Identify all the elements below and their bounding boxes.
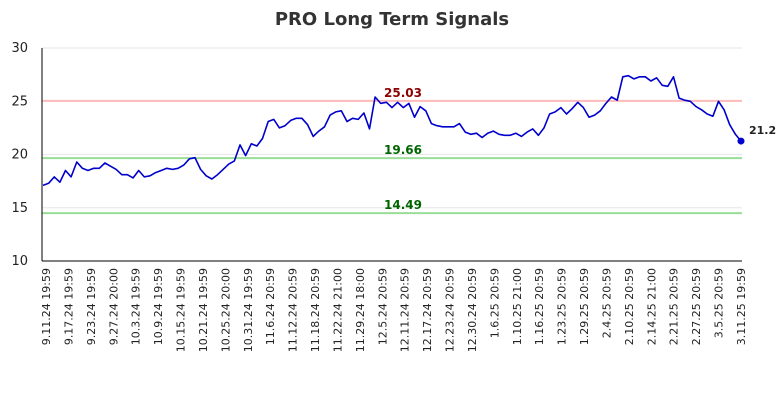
reference-lines bbox=[42, 99, 742, 215]
y-tick-label: 10 bbox=[11, 254, 28, 269]
x-tick-label: 1.6.25 20:59 bbox=[488, 268, 501, 338]
labels: 25.03 19.66 14.49 21.2 bbox=[384, 86, 776, 212]
x-tick-label: 1.10.25 21:00 bbox=[511, 268, 524, 345]
last-value-point bbox=[737, 137, 745, 145]
x-tick-label: 9.17.24 19:59 bbox=[62, 268, 75, 345]
chart-title: PRO Long Term Signals bbox=[275, 9, 509, 30]
x-tick-label: 1.29.25 20:59 bbox=[578, 268, 591, 345]
x-tick-label: 11.18.24 20:59 bbox=[309, 268, 322, 352]
x-tick-label: 1.16.25 20:59 bbox=[533, 268, 546, 345]
x-tick-label: 2.27.25 20:59 bbox=[690, 268, 703, 345]
grid-lines bbox=[42, 47, 742, 209]
reference-line-label: 19.66 bbox=[384, 143, 422, 157]
x-tick-label: 3.5.25 20:59 bbox=[713, 268, 726, 338]
y-tick-label: 15 bbox=[11, 201, 28, 216]
x-tick-label: 9.27.24 20:00 bbox=[107, 268, 120, 345]
reference-line-label: 14.49 bbox=[384, 198, 422, 212]
x-tick-label: 2.4.25 20:59 bbox=[600, 268, 613, 338]
x-tick-label: 10.9.24 19:59 bbox=[152, 268, 165, 345]
x-tick-label: 2.14.25 21:00 bbox=[645, 268, 658, 345]
x-tick-label: 10.31.24 19:59 bbox=[242, 268, 255, 352]
x-tick-label: 12.17.24 20:59 bbox=[421, 268, 434, 352]
x-tick-label: 1.23.25 20:59 bbox=[556, 268, 569, 345]
x-tick-label: 12.5.24 20:59 bbox=[376, 268, 389, 345]
x-tick-label: 2.10.25 20:59 bbox=[623, 268, 636, 345]
x-tick-label: 3.11.25 19:59 bbox=[735, 268, 748, 345]
x-tick-label: 10.21.24 19:59 bbox=[197, 268, 210, 352]
x-tick-label: 11.6.24 20:59 bbox=[264, 268, 277, 345]
x-tick-label: 10.25.24 20:00 bbox=[219, 268, 232, 352]
x-tick-label: 11.29.24 18:00 bbox=[354, 268, 367, 352]
series-line bbox=[42, 74, 742, 187]
y-tick-label: 20 bbox=[11, 148, 28, 163]
series bbox=[42, 74, 745, 187]
reference-line-label: 25.03 bbox=[384, 86, 422, 100]
x-tick-label: 10.15.24 19:59 bbox=[175, 268, 188, 352]
x-tick-label: 11.12.24 20:59 bbox=[287, 268, 300, 352]
x-tick-label: 12.11.24 20:59 bbox=[399, 268, 412, 352]
x-tick-label: 12.30.24 20:59 bbox=[466, 268, 479, 352]
y-tick-label: 25 bbox=[11, 94, 28, 109]
axes: 10 15 20 25 30 9.11.24 19:59 9.17.24 19:59 9.23… bbox=[11, 41, 748, 352]
x-tick-label: 9.11.24 19:59 bbox=[40, 268, 53, 345]
y-tick-label: 30 bbox=[11, 41, 28, 56]
last-value-label: 21.2 bbox=[749, 124, 776, 137]
x-tick-label: 2.21.25 20:59 bbox=[668, 268, 681, 345]
x-tick-label: 10.3.24 19:59 bbox=[130, 268, 143, 345]
x-tick-label: 9.23.24 19:59 bbox=[85, 268, 98, 345]
x-tick-label: 11.22.24 21:00 bbox=[331, 268, 344, 352]
x-tick-label: 12.23.24 20:59 bbox=[444, 268, 457, 352]
